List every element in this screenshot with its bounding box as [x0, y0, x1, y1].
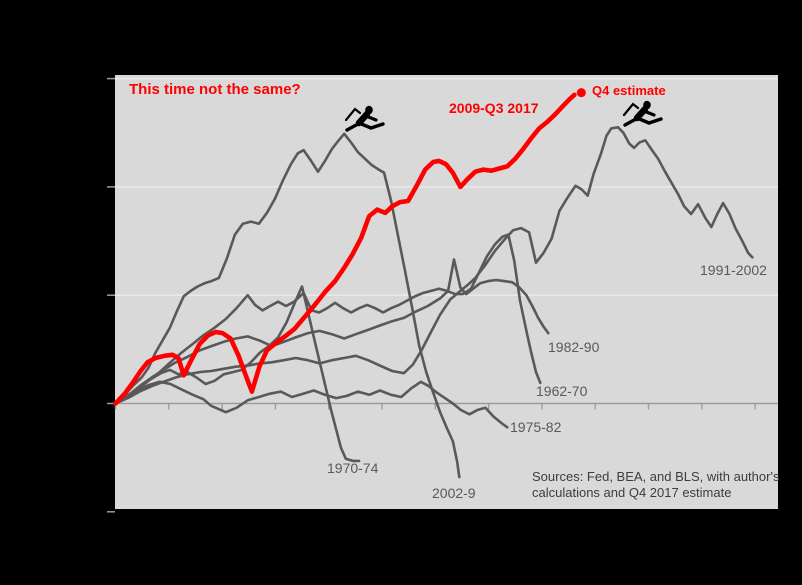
q4-estimate-label: Q4 estimate — [592, 83, 666, 98]
falling-person-icon — [622, 100, 663, 127]
sources-note: Sources: Fed, BEA, and BLS, with author'… — [532, 469, 779, 501]
sources-line-1: Sources: Fed, BEA, and BLS, with author'… — [532, 469, 780, 484]
series-label-1982-90: 1982-90 — [548, 339, 600, 355]
sources-line-2: calculations and Q4 2017 estimate — [532, 485, 732, 500]
chart-title: This time not the same? — [129, 81, 301, 98]
series-label-1970-74: 1970-74 — [327, 460, 379, 476]
series-label-2002-9: 2002-9 — [432, 485, 476, 501]
falling-person-icon — [344, 105, 385, 132]
highlight-series-label: 2009-Q3 2017 — [449, 100, 539, 116]
series-label-1975-82: 1975-82 — [510, 419, 562, 435]
series-label-1962-70: 1962-70 — [536, 383, 588, 399]
series-label-1991-2002: 1991-2002 — [700, 262, 767, 278]
